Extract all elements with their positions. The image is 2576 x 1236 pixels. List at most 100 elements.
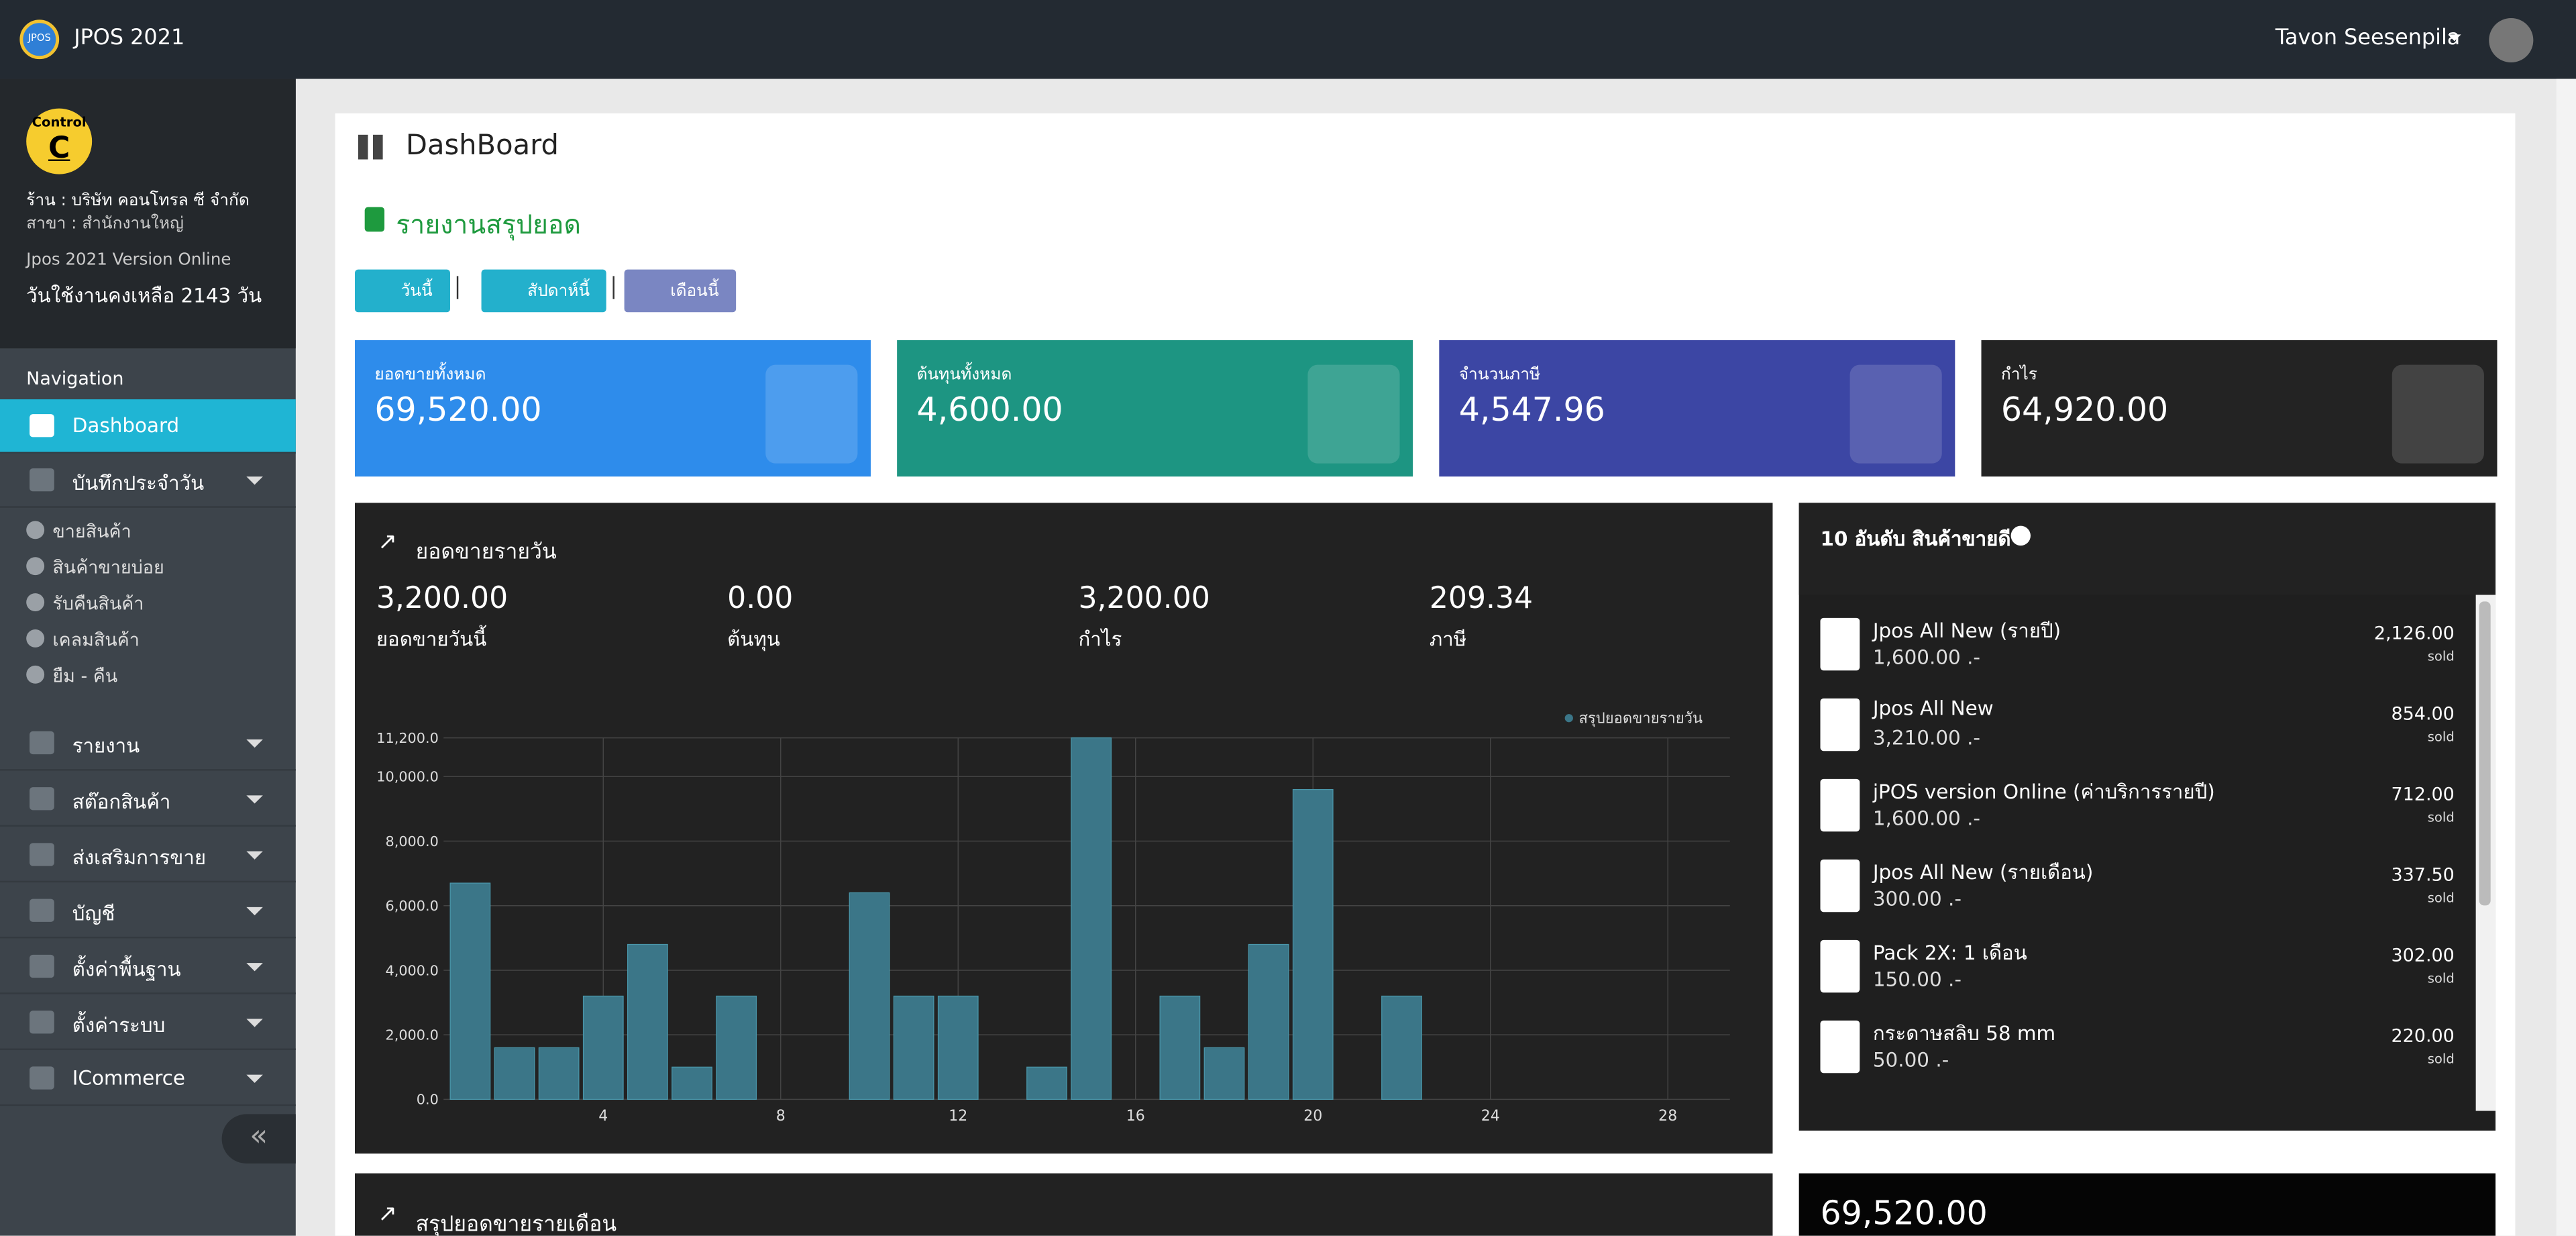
top-bar [0,0,2576,79]
card-icon [765,364,858,464]
nav-label[interactable]: บันทึกประจำวัน [72,471,205,495]
product-qty: 337.50 [2391,864,2455,886]
product-qty: 712.00 [2391,784,2455,806]
nav-label[interactable]: รายงาน [72,734,140,758]
nav-item[interactable] [0,828,296,883]
nav-caret [246,907,263,923]
nav-item[interactable] [0,940,296,994]
nav-item[interactable] [0,884,296,939]
product-name[interactable]: กระดาษสลิบ 58 mm [1872,1022,2056,1045]
nav-label[interactable]: ส่งเสริมการขาย [72,846,207,870]
nav-item[interactable] [0,996,296,1050]
button-label[interactable]: วันนี้ [400,282,433,301]
x-tick-label: 24 [1481,1108,1500,1125]
nav-label[interactable]: Dashboard [72,414,180,437]
brand[interactable]: JPOS 2021 [74,26,185,51]
daily-value: 209.34 [1429,581,1534,617]
card-label: กำไร [2000,366,2037,385]
nav-title: Navigation [26,368,124,390]
nav-icon [30,468,54,492]
bar [1292,788,1334,1100]
stat-card [897,340,1413,477]
product-name[interactable]: Jpos All New (รายเดือน) [1872,861,2094,884]
monthly-panel [354,1173,1773,1236]
sub-item[interactable]: ขายสินค้า [52,521,131,543]
collapse[interactable]: « [221,1114,296,1164]
logo[interactable]: JPOS [19,19,60,60]
nav-item[interactable] [0,454,296,508]
bar [449,882,491,1100]
daily-value: 0.00 [727,581,794,617]
period-button[interactable] [354,269,451,313]
separator [456,276,459,299]
bar [494,1047,535,1100]
bar [672,1066,712,1100]
product-unit: sold [2427,810,2455,825]
bar [849,892,890,1100]
y-tick-label: 2,000.0 [385,1027,438,1043]
page-title: DashBoard [405,130,559,163]
daily-title: ยอดขายรายวัน [415,540,557,566]
product-name[interactable]: Jpos All New (รายปี) [1872,619,2061,643]
daily-value: 3,200.00 [1078,581,1210,617]
avatar[interactable] [2489,17,2534,63]
sub-dot [26,557,45,576]
user-name[interactable]: Tavon Seesenpila [2275,26,2461,51]
nav-item[interactable] [0,717,296,771]
nav-icon [30,843,54,866]
nav-caret [246,1019,263,1035]
card-value: 4,600.00 [916,389,1063,429]
card-label: จำนวนภาษี [1458,366,1541,385]
legend-dot [1564,714,1573,723]
nav-label[interactable]: ICommerce [72,1066,185,1090]
daily-label: ยอดขายวันนี้ [376,627,487,651]
period-button[interactable] [624,269,737,313]
button-label[interactable]: สัปดาห์นี้ [527,282,590,301]
x-tick-label: 12 [949,1108,967,1125]
nav-label[interactable]: สต๊อกสินค้า [72,790,171,814]
nav-label[interactable]: บัญชี [72,902,115,925]
x-tick-label: 20 [1303,1108,1322,1125]
sub-item[interactable]: เคลมสินค้า [52,629,140,651]
sub-dot [26,593,45,612]
monthly-title: สรุปยอดขายรายเดือน [415,1213,617,1236]
button-label[interactable]: เดือนนี้ [670,282,719,301]
sub-item[interactable]: ยืม - คืน [52,665,118,687]
list-thumb[interactable] [2479,601,2491,906]
sub-item[interactable]: รับคืนสินค้า [52,593,144,615]
product-thumb [1820,698,1860,752]
section-title: รายงานสรุปยอด [396,209,581,240]
total-panel [1799,1173,2496,1236]
bar [1071,737,1112,1100]
x-tick-label: 4 [598,1108,608,1125]
product-name[interactable]: jPOS version Online (ค่าบริการรายปี) [1872,780,2215,804]
nav-caret [246,963,263,979]
daily-value: 3,200.00 [376,581,508,617]
product-unit: sold [2427,890,2455,906]
card-value: 64,920.00 [2000,389,2169,429]
sub-dot [26,665,45,684]
product-qty: 302.00 [2391,945,2455,967]
info-icon[interactable] [2010,525,2031,546]
badge [26,108,93,174]
sub-item[interactable]: สินค้าขายบ่อย [52,557,164,579]
product-name[interactable]: Jpos All New [1872,697,1994,720]
nav-item[interactable] [0,772,296,827]
product-unit: sold [2427,971,2455,986]
daily-label: ภาษี [1429,627,1467,651]
nav-icon [30,731,54,755]
product-name[interactable]: Pack 2X: 1 เดือน [1872,941,2027,965]
dash-icon [358,134,383,160]
branch: สาขา : สำนักงานใหญ่ [26,215,184,234]
nav-label[interactable]: ตั้งค่าระบบ [72,1014,166,1037]
card-icon [2392,364,2484,464]
period-button[interactable] [481,269,606,313]
product-unit: sold [2427,649,2455,664]
bar [627,943,668,1100]
bar [1248,943,1289,1100]
nav-label[interactable]: ตั้งค่าพื้นฐาน [72,958,181,982]
nav-item[interactable] [0,1051,296,1106]
sub-dot [26,629,45,648]
